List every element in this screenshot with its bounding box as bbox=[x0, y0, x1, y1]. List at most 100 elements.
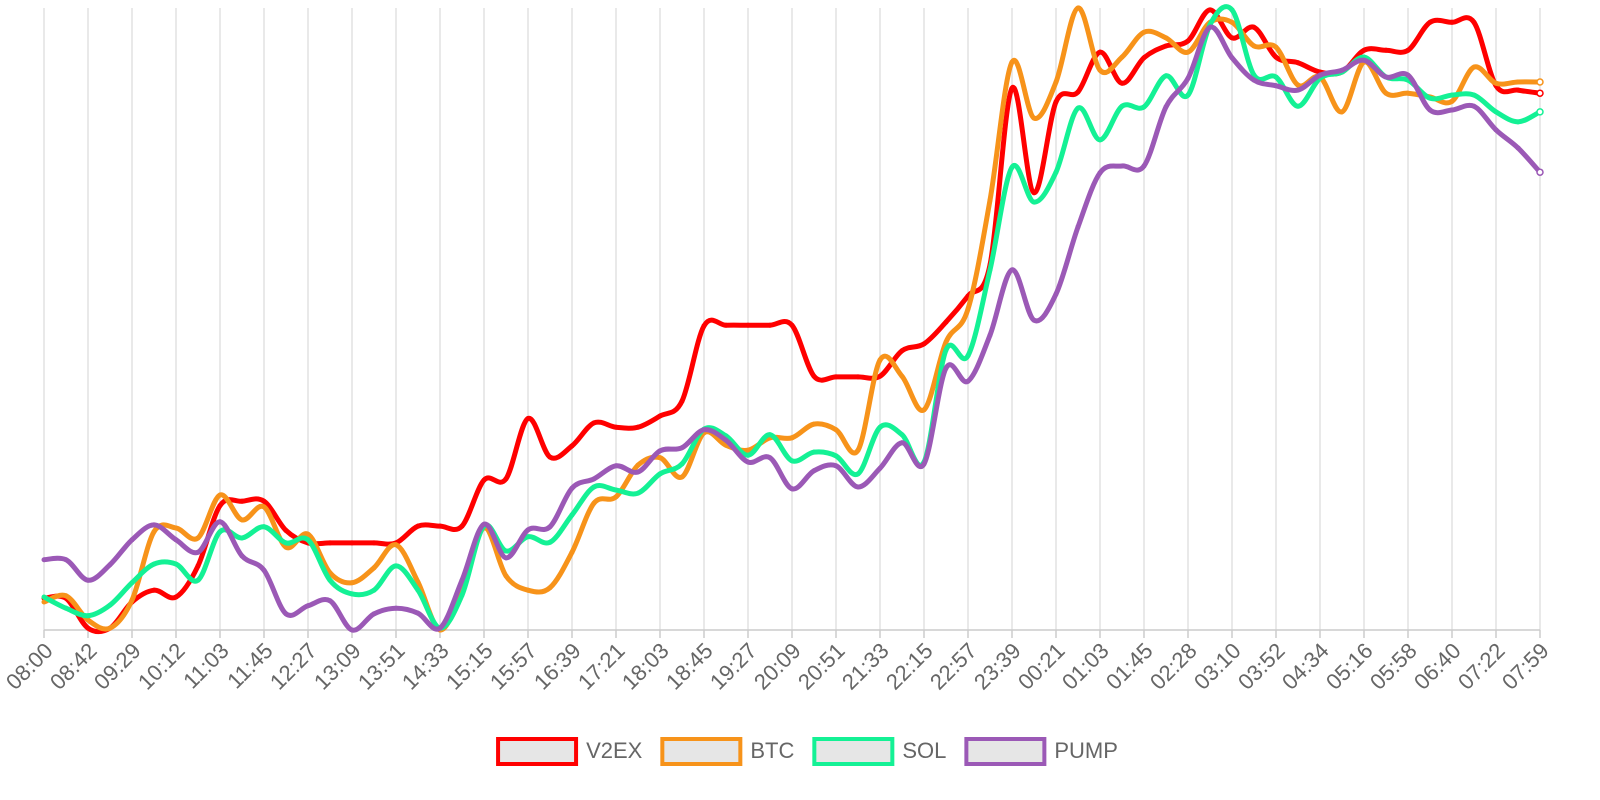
data-point bbox=[1053, 169, 1059, 175]
data-point bbox=[173, 537, 179, 543]
x-tick-label: 15:15 bbox=[441, 638, 498, 695]
data-point bbox=[1515, 145, 1521, 151]
data-point bbox=[41, 599, 47, 605]
data-point bbox=[1449, 107, 1455, 113]
data-point bbox=[1361, 57, 1367, 63]
x-tick-label: 07:59 bbox=[1497, 638, 1554, 695]
data-point bbox=[1405, 72, 1411, 78]
data-point bbox=[1339, 67, 1345, 73]
data-point bbox=[151, 522, 157, 528]
data-point bbox=[107, 602, 113, 608]
data-point bbox=[547, 524, 553, 530]
data-point bbox=[85, 617, 91, 623]
data-point bbox=[151, 561, 157, 567]
data-point bbox=[1273, 74, 1279, 80]
data-point bbox=[965, 306, 971, 312]
data-point bbox=[283, 611, 289, 617]
data-point bbox=[195, 549, 201, 555]
x-tick-label: 01:03 bbox=[1057, 638, 1114, 695]
data-point bbox=[1383, 90, 1389, 96]
data-point bbox=[107, 625, 113, 631]
x-tick-label: 06:40 bbox=[1409, 638, 1466, 695]
data-point bbox=[877, 424, 883, 430]
data-point bbox=[1053, 291, 1059, 297]
x-tick-label: 13:09 bbox=[309, 638, 366, 695]
data-point bbox=[63, 557, 69, 563]
data-point bbox=[701, 323, 707, 329]
data-point bbox=[811, 468, 817, 474]
data-point bbox=[635, 424, 641, 430]
legend-label: V2EX bbox=[586, 738, 643, 763]
data-point bbox=[1405, 47, 1411, 53]
data-point bbox=[415, 587, 421, 593]
data-point bbox=[591, 500, 597, 506]
data-point bbox=[1251, 24, 1257, 30]
data-point bbox=[1075, 224, 1081, 230]
data-point bbox=[1097, 49, 1103, 55]
x-tick-label: 13:51 bbox=[353, 638, 410, 695]
legend-label: SOL bbox=[902, 738, 946, 763]
data-point bbox=[327, 540, 333, 546]
data-point bbox=[195, 535, 201, 541]
data-point bbox=[1471, 64, 1477, 70]
data-point bbox=[1141, 29, 1147, 35]
data-point bbox=[613, 424, 619, 430]
data-point bbox=[283, 544, 289, 550]
data-point bbox=[371, 611, 377, 617]
data-point bbox=[1185, 38, 1191, 44]
data-point bbox=[1449, 19, 1455, 25]
data-point bbox=[1295, 87, 1301, 93]
data-point bbox=[371, 565, 377, 571]
data-point bbox=[657, 455, 663, 461]
data-point bbox=[943, 347, 949, 353]
x-tick-label: 18:45 bbox=[661, 638, 718, 695]
data-point bbox=[239, 553, 245, 559]
data-point bbox=[1339, 109, 1345, 115]
data-point bbox=[723, 322, 729, 328]
x-tick-label: 01:45 bbox=[1101, 638, 1158, 695]
x-tick-label: 14:33 bbox=[397, 638, 454, 695]
data-point bbox=[1427, 19, 1433, 25]
data-point bbox=[1163, 35, 1169, 41]
x-tick-label: 21:33 bbox=[837, 638, 894, 695]
data-point bbox=[349, 627, 355, 633]
data-point bbox=[679, 398, 685, 404]
x-tick-label: 18:03 bbox=[617, 638, 674, 695]
data-point bbox=[899, 440, 905, 446]
data-point bbox=[1163, 43, 1169, 49]
data-point bbox=[1119, 54, 1125, 60]
data-point bbox=[1493, 127, 1499, 133]
data-point bbox=[833, 427, 839, 433]
data-point bbox=[173, 561, 179, 567]
data-point bbox=[1119, 103, 1125, 109]
data-point bbox=[1031, 317, 1037, 323]
data-point bbox=[855, 447, 861, 453]
data-point bbox=[1185, 75, 1191, 81]
data-point bbox=[261, 504, 267, 510]
data-point bbox=[987, 267, 993, 273]
data-point bbox=[1405, 90, 1411, 96]
data-point bbox=[569, 485, 575, 491]
x-tick-label: 03:10 bbox=[1189, 638, 1246, 695]
x-tick-label: 00:21 bbox=[1013, 638, 1070, 695]
data-point bbox=[1515, 87, 1521, 93]
data-point bbox=[657, 471, 663, 477]
data-point bbox=[547, 454, 553, 460]
data-point bbox=[1097, 137, 1103, 143]
data-point bbox=[1536, 168, 1544, 176]
data-point bbox=[855, 374, 861, 380]
data-point bbox=[987, 197, 993, 203]
data-point bbox=[569, 443, 575, 449]
legend-swatch bbox=[660, 737, 743, 766]
data-point bbox=[1185, 49, 1191, 55]
data-point bbox=[943, 365, 949, 371]
data-point bbox=[503, 476, 509, 482]
data-point bbox=[525, 527, 531, 533]
x-tick-label: 16:39 bbox=[529, 638, 586, 695]
data-point bbox=[129, 597, 135, 603]
data-point bbox=[965, 353, 971, 359]
data-point bbox=[767, 432, 773, 438]
data-point bbox=[85, 625, 91, 631]
data-point bbox=[899, 373, 905, 379]
